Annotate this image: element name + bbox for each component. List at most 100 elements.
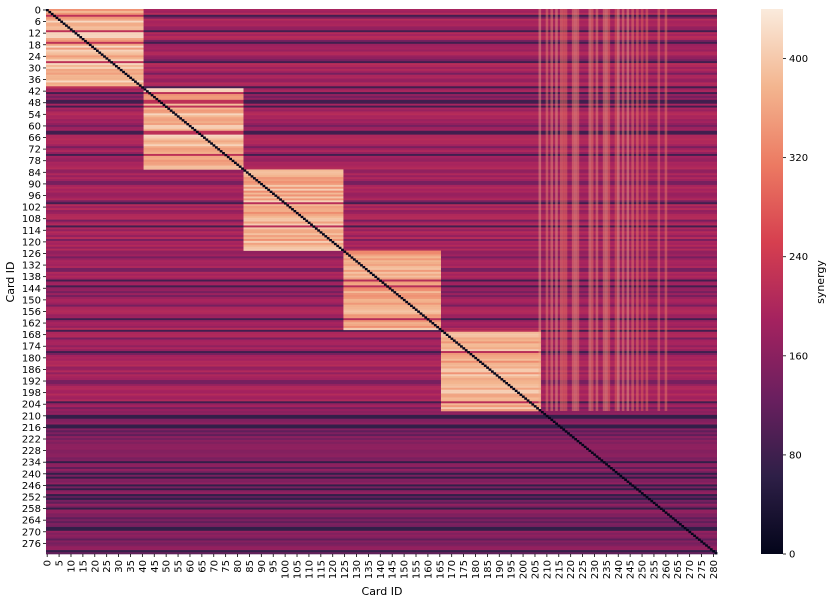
heatmap-row [46,72,717,76]
heatmap-diagonal-cell [412,306,416,309]
heatmap-row [46,10,717,14]
heatmap-diagonal-cell [126,74,130,78]
y-tick-label: 132 [22,261,41,272]
heatmap-diagonal-cell [417,310,420,313]
heatmap-diagonal-cell [517,391,520,394]
heatmap-column [588,9,592,411]
heatmap-diagonal-cell [490,370,494,373]
y-tick-label: 228 [22,446,41,457]
heatmap-row [46,128,717,132]
heatmap-row [46,341,717,344]
heatmap-row [46,225,717,228]
heatmap-row [46,532,717,535]
heatmap-block-row [343,322,441,325]
heatmap-row [46,457,717,460]
heatmap-diagonal-cell [636,488,639,491]
heatmap-diagonal-cell [357,262,361,265]
heatmap-diagonal-cell [172,111,175,114]
heatmap-row [46,144,717,147]
heatmap-diagonal-cell [619,474,623,478]
heatmap-diagonal-cell [448,335,451,338]
heatmap-diagonal-cell [576,439,580,443]
heatmap-diagonal-cell [495,374,499,377]
heatmap-diagonal-cell [136,82,140,85]
heatmap-diagonal-cell [502,380,506,383]
heatmap-diagonal-cell [255,179,259,182]
heatmap-diagonal-cell [317,229,321,232]
heatmap-row [46,107,717,110]
heatmap-diagonal-cell [626,480,630,483]
heatmap-block-row [440,339,541,342]
heatmap-column [550,9,554,411]
heatmap-row [46,347,717,350]
heatmap-diagonal-cell [524,397,528,400]
heatmap-diagonal-cell [326,237,330,240]
heatmap-row [46,82,717,85]
heatmap-block-row [440,351,541,354]
heatmap-column [574,9,577,411]
heatmap-row [46,511,717,514]
heatmap-diagonal-cell [195,130,199,134]
heatmap-row [46,12,717,16]
heatmap-diagonal-cell [60,20,64,23]
heatmap-diagonal-cell [352,258,356,261]
heatmap-row [46,22,717,25]
y-tick-label: 252 [22,492,41,503]
heatmap-block-row [143,124,244,128]
heatmap-row [46,184,717,188]
heatmap-block-row [143,105,244,108]
heatmap-row [46,499,717,503]
heatmap-diagonal-cell [521,395,525,398]
y-tick-label: 186 [22,365,41,376]
heatmap-block-row [46,70,144,74]
heatmap-row [46,109,717,112]
heatmap-block-row [243,202,344,205]
heatmap-diagonal-cell [700,540,704,543]
heatmap-row [46,211,717,215]
heatmap-block-row [143,163,244,166]
heatmap-diagonal-cell [419,312,423,315]
y-tick-label: 246 [22,481,41,492]
heatmap-row [46,208,717,211]
heatmap-diagonal-cell [245,171,249,174]
heatmap-diagonal-cell [115,65,118,68]
colorbar-ticks: 0 80 160 240 320 400 [783,54,808,561]
heatmap-diagonal-cell [526,399,530,402]
heatmap-diagonal-cell [288,206,292,209]
heatmap-block-row [243,169,344,172]
heatmap-diagonal-cell [440,329,444,333]
heatmap-diagonal-cell [697,538,701,541]
heatmap-column [590,9,594,411]
heatmap-row [46,397,717,400]
heatmap-diagonal-cell [488,368,492,371]
y-tick-label: 162 [22,319,41,330]
heatmap-row [46,436,717,439]
heatmap-row [46,244,717,248]
heatmap-row [46,530,717,534]
heatmap-block-row [243,171,344,174]
x-tick-label: 170 [447,560,458,579]
heatmap-diagonal-cell [307,221,311,224]
heatmap-block-row [343,287,441,290]
heatmap-diagonal-cell [269,190,273,193]
heatmap-block-row [46,45,144,48]
heatmap-diagonal-cell [62,22,66,25]
y-tick-label: 240 [22,469,41,480]
x-tick-label: 230 [590,560,601,579]
heatmap-row [46,9,717,12]
heatmap-diagonal-cell [193,128,197,132]
heatmap-row [46,548,717,551]
y-tick-label: 126 [22,249,41,260]
heatmap-row [46,424,717,427]
y-tick-label: 210 [22,411,41,422]
heatmap-diagonal-cell [652,501,656,505]
heatmap-diagonal-cell [714,552,718,555]
heatmap-row [46,403,717,406]
heatmap-diagonal-cell [93,47,97,50]
heatmap-column [614,9,618,411]
heatmap-diagonal-cell [569,434,573,437]
heatmap-diagonal-cell [693,534,696,537]
heatmap-row [46,242,717,246]
heatmap-diagonal-cell [264,186,268,190]
heatmap-diagonal-cell [319,231,323,234]
